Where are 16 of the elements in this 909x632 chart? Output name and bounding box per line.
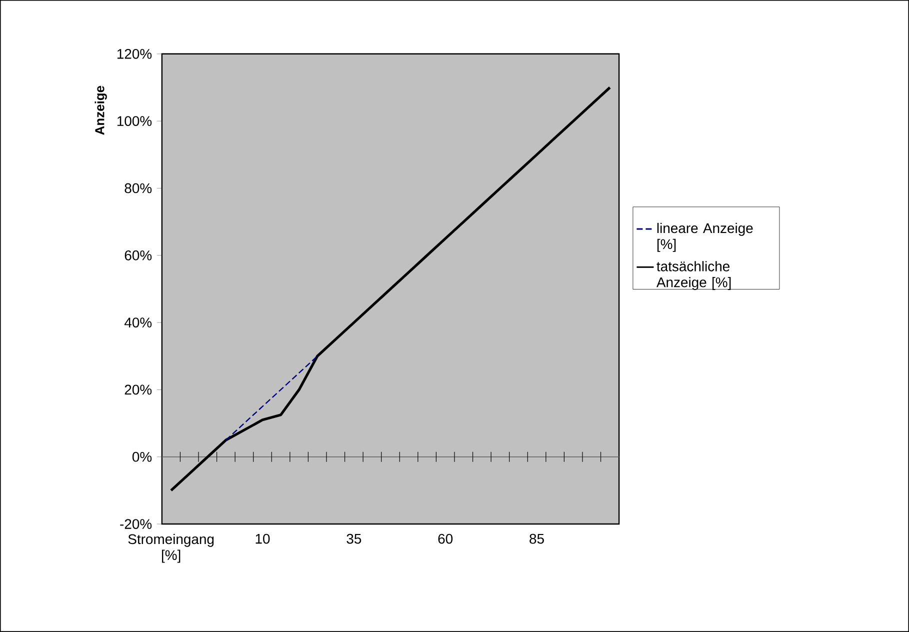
x-tick-label: 35: [346, 534, 362, 544]
y-axis-title: Anzeige: [94, 86, 107, 135]
x-tick-label: 85: [530, 534, 544, 544]
y-tick-label: -20%: [120, 519, 152, 529]
x-tick-label: 60: [438, 534, 453, 544]
legend-label: lineare Anzeige [%]: [657, 222, 753, 252]
y-tick-label: 20%: [124, 384, 152, 395]
y-tick-label: 120%: [117, 48, 152, 59]
legend-label: tatsächliche Anzeige [%]: [656, 261, 731, 290]
y-tick-label: 100%: [117, 116, 152, 126]
y-tick-label: 0%: [132, 452, 152, 462]
y-tick-label: 40%: [124, 318, 152, 328]
x-tick-label: Stromeingang [%]: [128, 534, 214, 563]
y-tick-label: 60%: [124, 250, 152, 260]
y-tick-label: 80%: [124, 183, 152, 194]
x-tick-label: 10: [256, 534, 270, 544]
